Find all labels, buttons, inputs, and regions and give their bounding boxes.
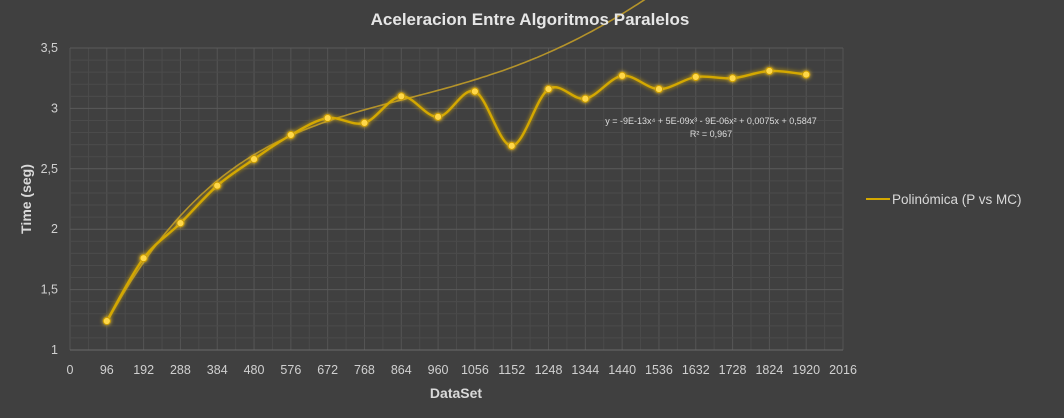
data-point bbox=[397, 92, 406, 101]
y-tick-label: 2 bbox=[51, 222, 58, 236]
y-tick-label: 1 bbox=[51, 343, 58, 357]
x-tick-label: 864 bbox=[391, 363, 412, 377]
y-tick-label: 3 bbox=[51, 101, 58, 115]
trendline-path bbox=[106, 0, 646, 324]
data-point bbox=[323, 113, 332, 123]
data-point bbox=[765, 66, 774, 76]
x-tick-label: 672 bbox=[317, 363, 338, 377]
series-layer bbox=[102, 66, 811, 326]
data-point bbox=[691, 72, 700, 82]
x-tick-label: 1728 bbox=[719, 363, 747, 377]
data-point bbox=[139, 254, 148, 263]
x-tick-label: 1632 bbox=[682, 363, 710, 377]
x-tick-label: 1536 bbox=[645, 363, 673, 377]
x-tick-label: 288 bbox=[170, 363, 191, 377]
trendline-r-squared: R² = 0,967 bbox=[690, 129, 732, 139]
data-point bbox=[544, 84, 553, 94]
x-tick-label: 1152 bbox=[498, 363, 525, 377]
x-tick-label: 192 bbox=[133, 363, 154, 377]
data-point bbox=[286, 130, 295, 140]
data-point bbox=[249, 155, 259, 164]
legend-label: Polinómica (P vs MC) bbox=[892, 192, 1022, 207]
x-tick-label: 384 bbox=[207, 363, 228, 377]
data-point bbox=[728, 74, 737, 83]
x-tick-label: 768 bbox=[354, 363, 375, 377]
chart-title: Aceleracion Entre Algoritmos Paralelos bbox=[371, 10, 690, 29]
x-tick-label: 1056 bbox=[461, 363, 489, 377]
x-tick-label: 1824 bbox=[755, 363, 783, 377]
data-point bbox=[581, 94, 590, 103]
y-tick-label: 3,5 bbox=[41, 41, 58, 55]
data-point bbox=[213, 181, 222, 190]
x-tick-label: 1248 bbox=[535, 363, 563, 377]
grid bbox=[69, 47, 844, 351]
data-point bbox=[433, 112, 443, 121]
trendline-layer bbox=[106, 0, 646, 324]
data-point bbox=[102, 316, 111, 326]
x-tick-label: 0 bbox=[67, 363, 74, 377]
y-axis-title: Time (seg) bbox=[18, 164, 34, 234]
x-tick-label: 480 bbox=[244, 363, 265, 377]
trendline-equation: y = -9E-13x⁴ + 5E-09x³ - 9E-06x² + 0,007… bbox=[605, 116, 817, 126]
x-tick-label: 1344 bbox=[571, 363, 599, 377]
legend: Polinómica (P vs MC) bbox=[866, 192, 1022, 207]
axis-labels-layer: 0 96 192 288 384 480 576 672 768 864 960 1056 1152 12… bbox=[41, 41, 857, 377]
y-tick-label: 2,5 bbox=[41, 162, 58, 176]
x-tick-label: 576 bbox=[280, 363, 301, 377]
x-tick-label: 96 bbox=[100, 363, 114, 377]
data-point bbox=[618, 71, 627, 80]
data-point bbox=[654, 84, 664, 94]
data-point bbox=[802, 70, 811, 79]
data-point bbox=[360, 118, 369, 127]
x-tick-label: 2016 bbox=[829, 363, 857, 377]
x-tick-label: 1920 bbox=[792, 363, 820, 377]
y-tick-label: 1,5 bbox=[41, 283, 58, 297]
data-point bbox=[507, 141, 516, 150]
data-point bbox=[470, 87, 480, 96]
data-point bbox=[176, 219, 185, 228]
x-axis-title: DataSet bbox=[430, 385, 482, 401]
x-tick-label: 960 bbox=[428, 363, 449, 377]
x-tick-label: 1440 bbox=[608, 363, 636, 377]
